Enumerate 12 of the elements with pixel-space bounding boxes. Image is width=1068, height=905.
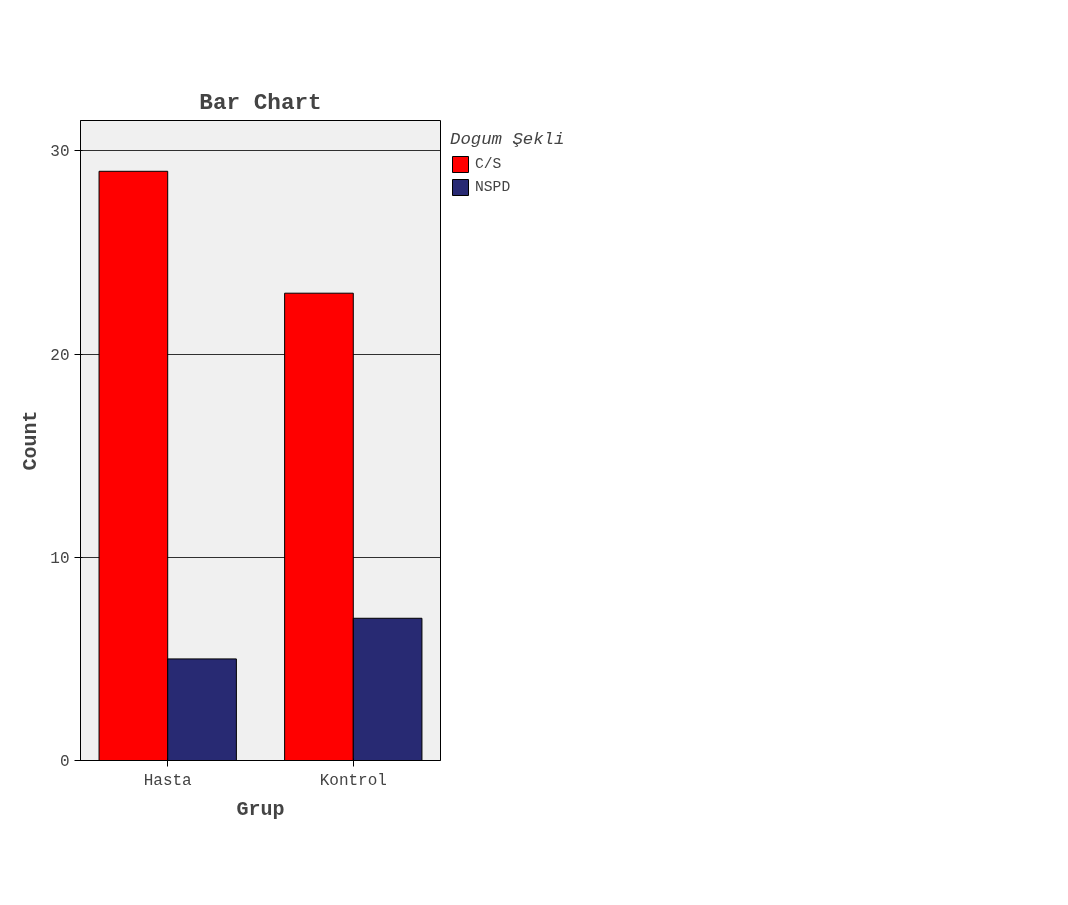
x-tick-label: Hasta: [143, 771, 193, 790]
chart-title: Bar Chart: [199, 89, 322, 116]
legend-label: NSPD: [475, 179, 511, 195]
legend-label: C/S: [475, 156, 502, 172]
y-tick-label: 10: [50, 549, 70, 568]
y-axis-title: Count: [19, 410, 43, 471]
x-tick-label: Kontrol: [319, 771, 387, 790]
y-tick-label: 30: [50, 143, 70, 162]
legend-title: Dogum Şekli: [450, 130, 565, 149]
y-tick-label: 20: [50, 346, 70, 365]
x-axis-title: Grup: [236, 797, 285, 821]
y-tick-label: 0: [59, 753, 70, 771]
